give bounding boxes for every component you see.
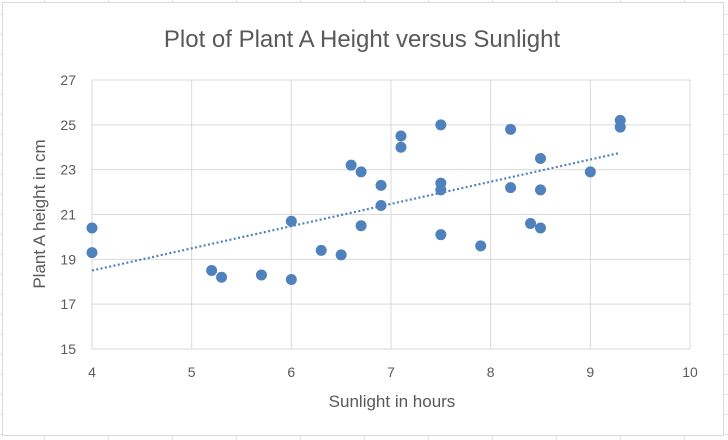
data-point[interactable] — [285, 215, 297, 227]
y-tick-label: 15 — [60, 341, 76, 357]
data-point[interactable] — [315, 244, 327, 256]
data-point[interactable] — [255, 269, 267, 281]
x-tick-label: 4 — [88, 364, 96, 380]
y-tick-label: 21 — [60, 207, 76, 223]
data-point[interactable] — [505, 182, 517, 194]
data-point[interactable] — [216, 271, 228, 283]
data-point[interactable] — [355, 220, 367, 232]
x-tick-label: 8 — [487, 364, 495, 380]
data-point[interactable] — [535, 222, 546, 234]
data-point[interactable] — [435, 184, 447, 196]
x-tick-label: 6 — [287, 364, 295, 380]
data-point[interactable] — [395, 130, 407, 142]
data-point[interactable] — [505, 123, 517, 135]
data-point[interactable] — [375, 200, 387, 212]
data-point[interactable] — [375, 179, 387, 191]
y-tick-label: 19 — [60, 251, 76, 267]
gridlines — [91, 79, 691, 350]
y-tick-label: 17 — [60, 296, 76, 312]
data-point[interactable] — [614, 121, 626, 133]
y-tick-label: 25 — [60, 117, 76, 133]
x-tick-label: 10 — [682, 364, 698, 380]
x-tick-label: 9 — [586, 364, 594, 380]
x-axis-title: Sunlight in hours — [329, 392, 456, 411]
data-point[interactable] — [535, 184, 546, 196]
data-point[interactable] — [355, 166, 367, 178]
y-tick-label: 23 — [60, 162, 76, 178]
data-point[interactable] — [535, 152, 546, 164]
tick-labels: 15 17 19 21 23 25 27 4 5 6 7 8 9 10 — [60, 72, 698, 380]
chart-area[interactable] — [2, 2, 724, 436]
data-point[interactable] — [525, 217, 537, 229]
data-point[interactable] — [345, 159, 357, 171]
data-point[interactable] — [86, 247, 98, 259]
y-axis-title: Plant A height in cm — [30, 139, 49, 288]
data-point[interactable] — [435, 229, 447, 241]
data-point[interactable] — [335, 249, 347, 261]
data-point[interactable] — [584, 166, 596, 178]
data-point[interactable] — [206, 265, 218, 277]
x-tick-label: 5 — [188, 364, 196, 380]
data-point[interactable] — [285, 274, 297, 286]
data-points — [86, 114, 626, 286]
data-point[interactable] — [395, 141, 407, 153]
x-tick-label: 7 — [387, 364, 395, 380]
chart-title: Plot of Plant A Height versus Sunlight — [164, 26, 561, 53]
data-point[interactable] — [475, 240, 487, 252]
data-point[interactable] — [86, 222, 98, 234]
y-tick-label: 27 — [60, 72, 76, 88]
data-point[interactable] — [435, 119, 447, 131]
